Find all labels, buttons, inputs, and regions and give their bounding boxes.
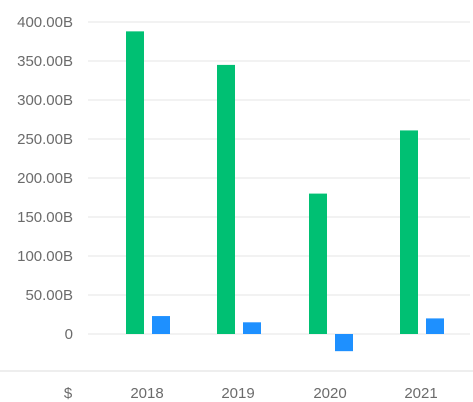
x-tick-label: 2018 <box>130 385 163 402</box>
bar-2021-series-1 <box>400 130 418 334</box>
bar-2019-series-2 <box>243 322 261 334</box>
y-tick-label: 350.00B <box>17 53 73 70</box>
bar-2020-series-1 <box>309 193 327 334</box>
x-tick-label: 2021 <box>404 385 437 402</box>
y-tick-label: 0 <box>65 326 73 343</box>
bar-2018-series-1 <box>126 31 144 335</box>
bar-2021-series-2 <box>426 318 444 334</box>
y-tick-label: 300.00B <box>17 92 73 109</box>
y-axis-ticks: 0 50.00B 100.00B 150.00B 200.00B 250.00B 300.0… <box>17 14 73 343</box>
x-tick-label: 2020 <box>313 385 346 402</box>
currency-label: $ <box>64 385 73 402</box>
x-axis-ticks: 2018 2019 2020 2021 <box>130 385 437 402</box>
y-tick-label: 250.00B <box>17 131 73 148</box>
x-tick-label: 2019 <box>221 385 254 402</box>
bars <box>126 31 444 352</box>
y-tick-label: 150.00B <box>17 209 73 226</box>
gridlines <box>88 21 470 335</box>
y-tick-label: 50.00B <box>25 287 73 304</box>
y-tick-label: 100.00B <box>17 248 73 265</box>
bar-2018-series-2 <box>152 316 170 334</box>
bar-2019-series-1 <box>217 64 235 335</box>
bar-2020-series-2 <box>335 334 353 352</box>
y-tick-label: 200.00B <box>17 170 73 187</box>
y-tick-label: 400.00B <box>17 14 73 31</box>
